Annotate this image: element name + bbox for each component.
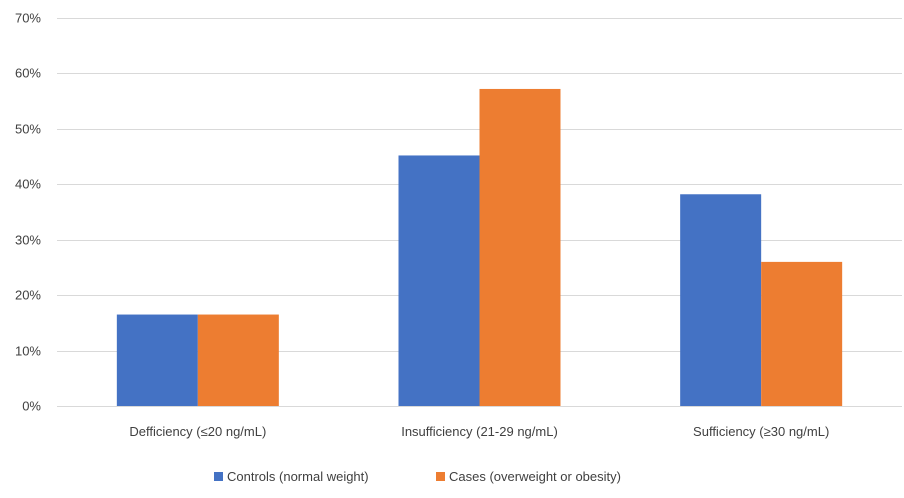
bar-cases <box>197 314 279 406</box>
x-axis-categories: Defficiency (≤20 ng/mL) Insufficiency (21… <box>129 424 829 439</box>
legend: Controls (normal weight) Cases (overweigh… <box>214 469 621 484</box>
y-tick-label: 0% <box>22 399 41 414</box>
category-label: Insufficiency (21-29 ng/mL) <box>401 424 558 439</box>
bar-cases <box>479 88 561 406</box>
category-label: Defficiency (≤20 ng/mL) <box>129 424 266 439</box>
y-tick-label: 30% <box>15 233 41 248</box>
bar-controls <box>116 314 198 406</box>
y-tick-label: 70% <box>15 11 41 26</box>
y-tick-label: 40% <box>15 177 41 192</box>
y-tick-label: 60% <box>15 66 41 81</box>
y-tick-label: 50% <box>15 122 41 137</box>
legend-label: Controls (normal weight) <box>227 469 369 484</box>
category-label: Sufficiency (≥30 ng/mL) <box>693 424 829 439</box>
y-axis-ticks: 0% 10% 20% 30% 40% 50% 60% 70% <box>15 11 41 414</box>
legend-swatch <box>436 472 445 481</box>
bars <box>116 88 843 406</box>
y-tick-label: 20% <box>15 288 41 303</box>
legend-label: Cases (overweight or obesity) <box>449 469 621 484</box>
legend-swatch <box>214 472 223 481</box>
bar-cases <box>761 261 843 406</box>
bar-controls <box>398 155 480 406</box>
bar-controls <box>680 194 762 406</box>
y-tick-label: 10% <box>15 344 41 359</box>
